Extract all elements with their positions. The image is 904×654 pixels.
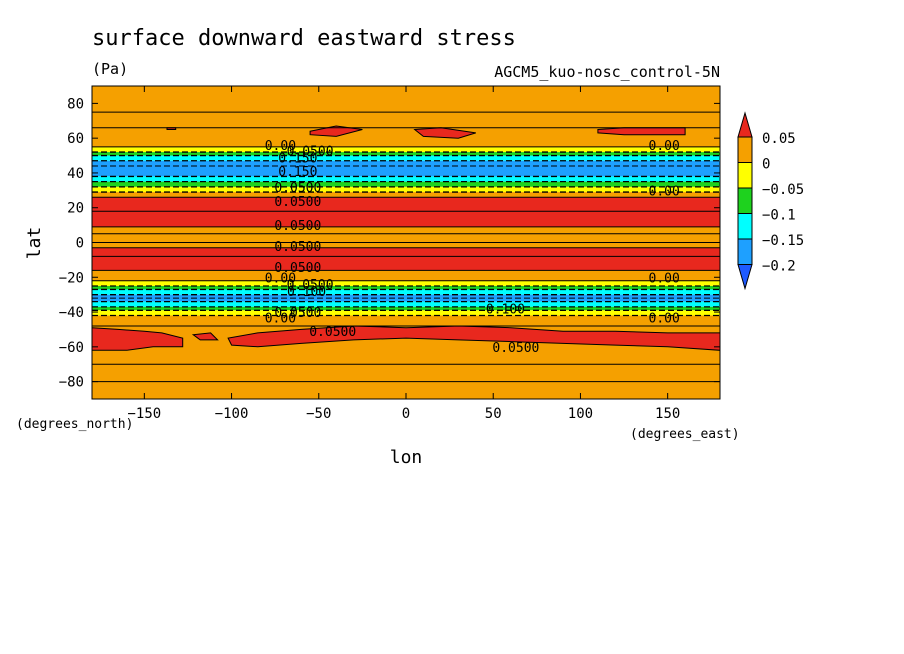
contour-band-9 (92, 197, 720, 227)
contour-label-19: 0.00 (649, 271, 680, 286)
contour-label-8: 0.0500 (274, 261, 321, 276)
contour-label-2: 0.150 (278, 151, 317, 166)
x-tick-label-0: −150 (127, 406, 161, 422)
contour-label-5: 0.0500 (274, 195, 321, 210)
y-tick-label-3: 20 (67, 201, 84, 217)
contour-band-13 (92, 270, 720, 281)
units-label: (Pa) (92, 60, 128, 78)
y-tick-label-4: 0 (76, 236, 84, 252)
colorbar-segment-4 (737, 213, 753, 240)
contour-band-7 (92, 186, 720, 193)
colorbar-arrow-top (737, 111, 753, 138)
contour-band-16 (92, 289, 720, 295)
colorbar-arrow-bottom (737, 264, 753, 291)
colorbar-segment-1 (737, 136, 753, 163)
y-tick-label-0: 80 (67, 96, 84, 112)
x-axis-label: lon (390, 447, 423, 468)
contour-patch-3 (309, 125, 363, 137)
contour-band-6 (92, 181, 720, 187)
colorbar-label-4: −0.15 (762, 233, 804, 249)
contour-band-19 (92, 306, 720, 311)
contour-label-14: 0.0500 (309, 325, 356, 340)
y-ticks: 80 60 40 20 0 −20 −40 −60 −80 (59, 96, 720, 391)
colorbar: 0.05 0 −0.05 −0.1 −0.15 −0.2 (737, 111, 804, 291)
y-tick-label-5: −20 (59, 270, 84, 286)
contour-patch-1 (227, 325, 721, 351)
y-tick-label-6: −40 (59, 305, 84, 321)
contour-label-18: 0.00 (649, 184, 680, 199)
contour-label-11: 0.100 (287, 285, 326, 300)
contour-label-0: 0.00 (265, 139, 296, 154)
contour-band-18 (92, 301, 720, 307)
contour-band-20 (92, 310, 720, 316)
x-ticks: −150 −100 −50 0 50 100 150 (127, 86, 680, 422)
x-tick-label-5: 100 (568, 406, 593, 422)
contour-band-17 (92, 294, 720, 302)
contour-label-10: 0.0500 (287, 278, 334, 293)
contour-label-6: 0.0500 (274, 219, 321, 234)
contour-band-14 (92, 280, 720, 286)
y-tick-label-7: −60 (59, 340, 84, 356)
contour-patch-5 (597, 127, 686, 136)
colorbar-label-0: 0.05 (762, 131, 796, 147)
colorbar-segment-3 (737, 187, 753, 214)
contour-label-4: 0.0500 (274, 181, 321, 196)
contour-label-20: 0.00 (649, 311, 680, 326)
contour-band-1 (92, 146, 720, 153)
contour-band-15 (92, 285, 720, 290)
contour-band-3 (92, 155, 720, 161)
contour-patch-2 (191, 332, 219, 341)
contour-label-17: 0.00 (649, 139, 680, 154)
y-unit-label: (degrees_north) (16, 417, 133, 432)
colorbar-label-1: 0 (762, 157, 770, 173)
contour-band-11 (92, 233, 720, 248)
contour-band-5 (92, 176, 720, 182)
contour-band-0 (92, 86, 720, 147)
colorbar-label-3: −0.1 (762, 208, 796, 224)
contour-patch-0 (91, 327, 184, 351)
colorbar-segment-5 (737, 238, 753, 265)
x-tick-label-2: −50 (306, 406, 331, 422)
colorbar-label-5: −0.2 (762, 259, 796, 275)
contour-labels: 0.000.05000.1500.1500.05000.05000.05000.… (265, 139, 680, 356)
contour-label-15: 0.0500 (492, 341, 539, 356)
contour-label-12: 0.0500 (274, 306, 321, 321)
colorbar-label-2: −0.05 (762, 182, 804, 198)
contour-band-4 (92, 160, 720, 177)
experiment-label: AGCM5_kuo-nosc_control-5N (494, 63, 720, 81)
x-tick-label-1: −100 (215, 406, 249, 422)
contour-band-21 (92, 315, 720, 326)
y-tick-label-8: −80 (59, 375, 84, 391)
contour-band-12 (92, 247, 720, 271)
x-tick-label-6: 150 (655, 406, 680, 422)
contour-band-8 (92, 192, 720, 198)
contour-label-16: 0.100 (486, 303, 525, 318)
contour-band-2 (92, 152, 720, 156)
chart-title: surface downward eastward stress (92, 26, 516, 51)
colorbar-segment-2 (737, 162, 753, 189)
contour-label-13: 0.00 (265, 311, 296, 326)
x-tick-label-4: 50 (485, 406, 502, 422)
y-tick-label-2: 40 (67, 166, 84, 182)
contour-label-7: 0.0500 (274, 240, 321, 255)
contour-label-3: 0.150 (278, 165, 317, 180)
contour-band-10 (92, 226, 720, 234)
y-axis-label: lat (24, 227, 45, 260)
contour-label-1: 0.0500 (287, 144, 334, 159)
plot-area (91, 86, 721, 399)
contour-label-9: 0.00 (265, 271, 296, 286)
x-tick-label-3: 0 (402, 406, 410, 422)
x-unit-label: (degrees_east) (630, 427, 740, 442)
y-tick-label-1: 60 (67, 131, 84, 147)
